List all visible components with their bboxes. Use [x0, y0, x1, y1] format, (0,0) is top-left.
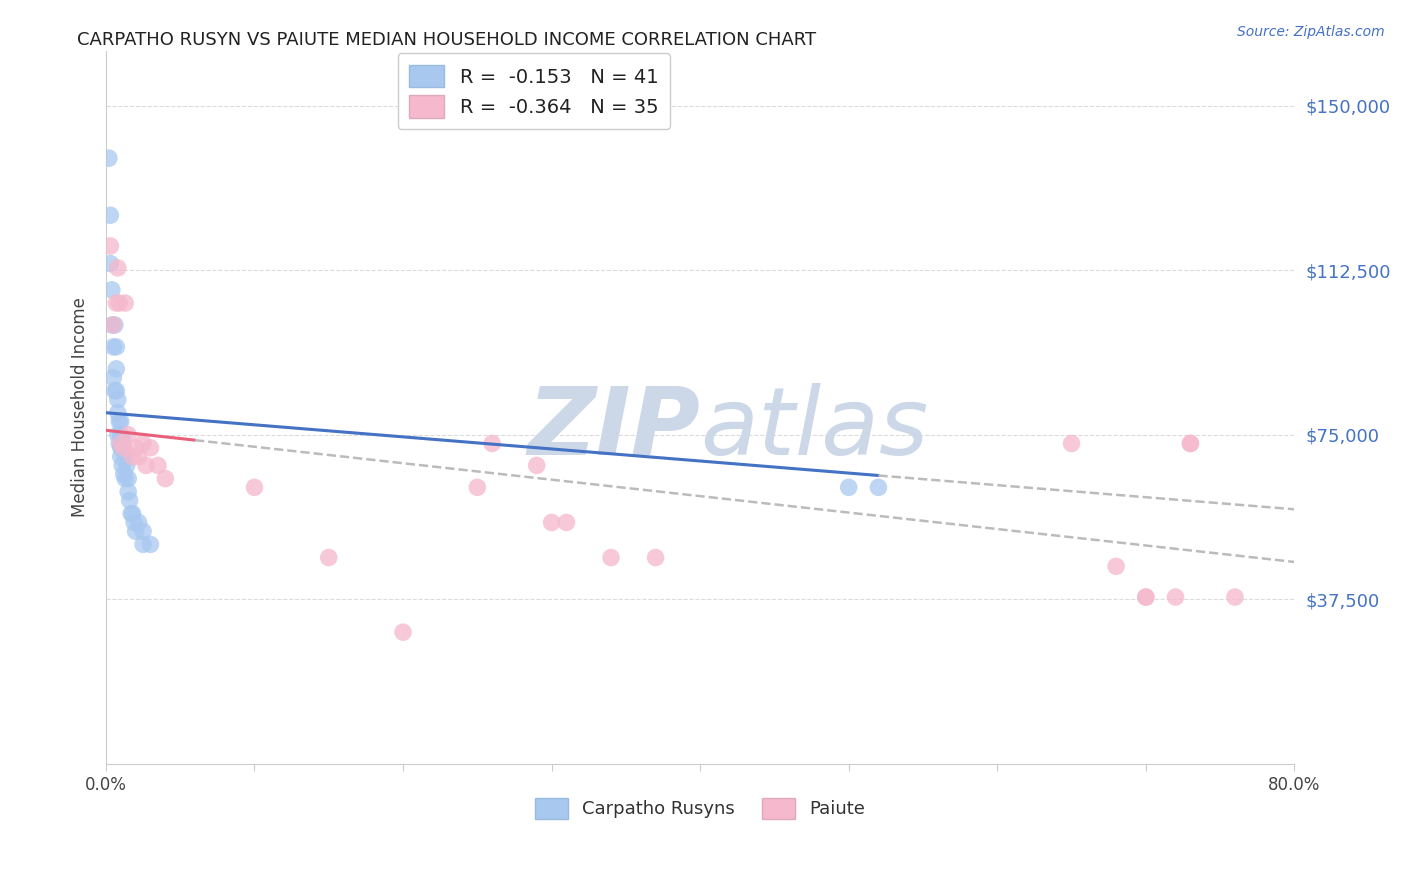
Text: Source: ZipAtlas.com: Source: ZipAtlas.com — [1237, 25, 1385, 39]
Point — [107, 427, 129, 442]
Point — [1135, 590, 1157, 604]
Point — [139, 441, 162, 455]
Point — [101, 283, 124, 297]
Point — [110, 427, 132, 442]
Point — [112, 441, 135, 455]
Point — [112, 441, 135, 455]
Point — [110, 450, 132, 464]
Point — [98, 239, 121, 253]
Legend: Carpatho Rusyns, Paiute: Carpatho Rusyns, Paiute — [529, 791, 872, 826]
Point — [1060, 436, 1083, 450]
Point — [110, 436, 132, 450]
Y-axis label: Median Household Income: Median Household Income — [72, 297, 89, 517]
Point — [838, 480, 860, 494]
Point — [114, 296, 136, 310]
Point — [1135, 590, 1157, 604]
Text: ZIP: ZIP — [527, 383, 700, 475]
Point — [117, 472, 139, 486]
Point — [108, 415, 131, 429]
Point — [644, 550, 666, 565]
Point — [110, 441, 132, 455]
Point — [555, 516, 578, 530]
Point — [101, 318, 124, 332]
Point — [481, 436, 503, 450]
Point — [98, 208, 121, 222]
Point — [105, 296, 128, 310]
Point — [118, 493, 141, 508]
Point — [120, 507, 142, 521]
Point — [105, 340, 128, 354]
Point — [392, 625, 415, 640]
Point — [103, 370, 125, 384]
Point — [121, 507, 143, 521]
Point — [114, 450, 136, 464]
Point — [103, 318, 125, 332]
Point — [868, 480, 890, 494]
Point — [107, 260, 129, 275]
Point — [318, 550, 340, 565]
Point — [105, 384, 128, 398]
Point — [128, 450, 150, 464]
Point — [114, 472, 136, 486]
Point — [121, 450, 143, 464]
Point — [526, 458, 548, 473]
Point — [124, 441, 146, 455]
Point — [128, 516, 150, 530]
Point — [1164, 590, 1187, 604]
Point — [104, 318, 127, 332]
Point — [111, 458, 134, 473]
Point — [105, 362, 128, 376]
Point — [124, 524, 146, 539]
Point — [1223, 590, 1246, 604]
Point — [111, 432, 134, 446]
Point — [98, 256, 121, 270]
Point — [465, 480, 488, 494]
Point — [108, 296, 131, 310]
Point — [108, 436, 131, 450]
Point — [600, 550, 623, 565]
Point — [132, 524, 155, 539]
Point — [1105, 559, 1128, 574]
Text: atlas: atlas — [700, 384, 928, 475]
Point — [1180, 436, 1202, 450]
Point — [104, 384, 127, 398]
Text: CARPATHO RUSYN VS PAIUTE MEDIAN HOUSEHOLD INCOME CORRELATION CHART: CARPATHO RUSYN VS PAIUTE MEDIAN HOUSEHOL… — [77, 31, 817, 49]
Point — [107, 392, 129, 407]
Point — [135, 458, 157, 473]
Point — [243, 480, 266, 494]
Point — [1180, 436, 1202, 450]
Point — [155, 472, 177, 486]
Point — [122, 516, 145, 530]
Point — [139, 537, 162, 551]
Point — [146, 458, 169, 473]
Point — [117, 427, 139, 442]
Point — [103, 340, 125, 354]
Point — [107, 406, 129, 420]
Point — [132, 436, 155, 450]
Point — [110, 415, 132, 429]
Point — [97, 151, 120, 165]
Point — [540, 516, 562, 530]
Point — [112, 467, 135, 482]
Point — [132, 537, 155, 551]
Point — [117, 484, 139, 499]
Point — [115, 458, 138, 473]
